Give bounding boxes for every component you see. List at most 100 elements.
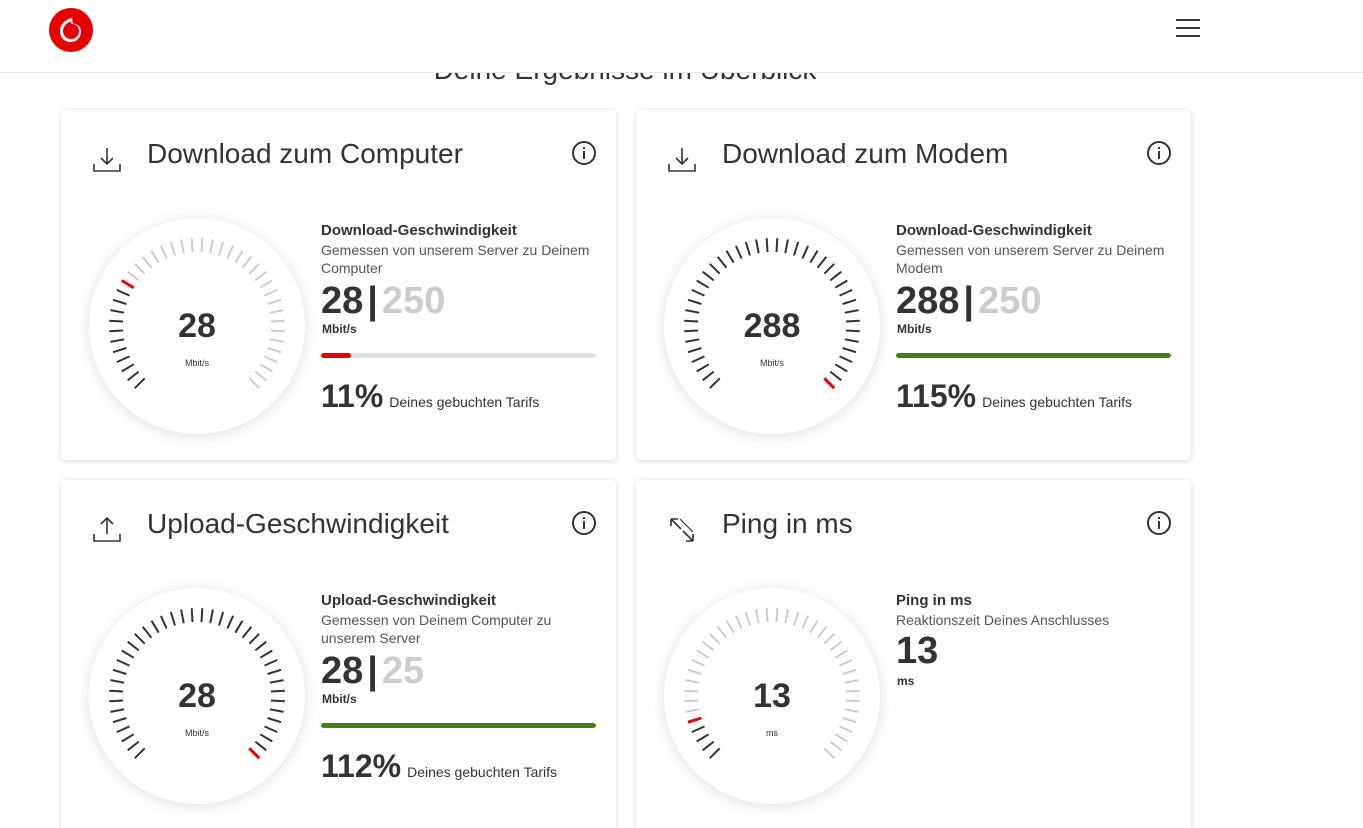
gauge-tick <box>190 608 194 623</box>
gauge-tick <box>691 288 705 297</box>
info-icon[interactable] <box>1146 140 1172 166</box>
metric-subtitle: Reaktionszeit Deines Anschlusses <box>896 612 1110 628</box>
gauge-tick <box>241 626 253 639</box>
gauge-value: 288 <box>743 307 801 345</box>
gauge-tick <box>248 377 260 389</box>
ping-gauge: 13 ms <box>664 588 880 804</box>
gauge-tick <box>709 633 721 645</box>
gauge-tick <box>784 609 789 624</box>
gauge-tick <box>116 725 130 734</box>
gauge-tick <box>110 679 125 684</box>
gauge-tick <box>734 245 743 259</box>
gauge-tick <box>109 329 124 333</box>
gauge-unit: Mbit/s <box>184 358 209 368</box>
tariff-percentage: 115% Deines gebuchten Tarifs <box>896 378 1132 415</box>
gauge-tick <box>834 279 848 289</box>
value-separator: | <box>367 650 378 692</box>
gauge-tick <box>844 679 859 684</box>
gauge-tick <box>141 626 153 639</box>
gauge-tick <box>829 640 842 652</box>
gauge-tick <box>684 319 699 323</box>
percent-value: 112% <box>321 748 402 784</box>
info-icon[interactable] <box>571 510 597 536</box>
measured-value: 28 <box>321 280 364 322</box>
value-separator: | <box>367 280 378 322</box>
gauge-tick <box>684 689 699 693</box>
info-icon[interactable] <box>571 140 597 166</box>
gauge-tick <box>241 256 253 269</box>
card-upload: Upload-Geschwindigkeit 28 Mbit/s Upload-… <box>61 480 616 828</box>
gauge-tick <box>709 377 721 389</box>
gauge-tick <box>134 377 146 389</box>
gauge-tick <box>110 309 125 314</box>
gauge-tick <box>709 263 721 275</box>
gauge-needle <box>823 377 836 390</box>
gauge-tick <box>234 250 244 264</box>
gauge-tick <box>234 620 244 634</box>
gauge-tick <box>127 640 140 652</box>
gauge-tick <box>823 747 835 759</box>
gauge-tick <box>685 708 700 713</box>
booked-value: 250 <box>381 280 446 322</box>
gauge-tick <box>264 725 278 734</box>
gauge-tick <box>823 633 835 645</box>
gauge-tick <box>159 245 168 259</box>
hamburger-menu-icon[interactable] <box>1174 16 1202 40</box>
gauge-tick <box>755 239 760 254</box>
gauge-tick <box>267 668 282 675</box>
gauge-tick <box>112 298 127 305</box>
gauge-tick <box>116 658 130 667</box>
ping-arrows-icon <box>666 514 698 546</box>
gauge-tick <box>845 329 860 333</box>
gauge-tick <box>823 263 835 275</box>
gauge-tick <box>226 245 235 259</box>
card-ping: Ping in ms 13 ms Ping in ms Reaktionszei… <box>636 480 1191 828</box>
gauge-tick <box>190 238 194 253</box>
gauge-tick <box>180 239 185 254</box>
gauge-tick <box>687 668 702 675</box>
speed-gauge: 28 Mbit/s <box>89 588 305 804</box>
gauge-tick <box>270 329 285 333</box>
metric-subtitle: Gemessen von unserem Server zu Deinem Mo… <box>896 242 1165 276</box>
gauge-tick <box>134 633 146 645</box>
metric-unit: Mbit/s <box>897 322 932 336</box>
card-title: Download zum Modem <box>722 138 1009 169</box>
tariff-progress-fill <box>321 353 352 358</box>
gauge-tick <box>685 309 700 314</box>
gauge-tick <box>270 699 285 703</box>
gauge-tick <box>259 279 273 289</box>
gauge-tick <box>842 347 857 354</box>
gauge-tick <box>725 620 735 634</box>
gauge-tick <box>109 699 124 703</box>
gauge-tick <box>702 640 715 652</box>
percent-value: 115% <box>896 378 977 414</box>
gauge-tick <box>127 370 140 382</box>
gauge-tick <box>169 241 176 256</box>
card-title: Upload-Geschwindigkeit <box>147 508 449 539</box>
gauge-tick <box>845 689 860 693</box>
gauge-tick <box>744 611 751 626</box>
card-title: Download zum Computer <box>147 138 463 169</box>
tariff-progress-bar <box>321 723 596 728</box>
gauge-tick <box>725 250 735 264</box>
gauge-needle <box>120 279 135 289</box>
gauge-tick <box>755 609 760 624</box>
gauge-needle <box>687 716 702 724</box>
gauge-needle <box>248 747 261 760</box>
percent-label: Deines gebuchten Tarifs <box>407 764 558 780</box>
gauge-tick <box>218 611 225 626</box>
gauge-tick <box>269 338 284 343</box>
gauge-tick <box>270 319 285 323</box>
gauge-tick <box>112 347 127 354</box>
gauge-tick <box>801 245 810 259</box>
gauge-tick <box>784 239 789 254</box>
gauge-tick <box>169 611 176 626</box>
gauge-tick <box>134 747 146 759</box>
info-icon[interactable] <box>1146 510 1172 536</box>
gauge-tick <box>834 363 848 373</box>
metric-value: 28 | 250 <box>321 280 445 323</box>
vodafone-logo-icon[interactable] <box>48 7 94 53</box>
gauge-tick <box>775 608 779 623</box>
gauge-tick <box>687 298 702 305</box>
gauge-tick <box>685 338 700 343</box>
